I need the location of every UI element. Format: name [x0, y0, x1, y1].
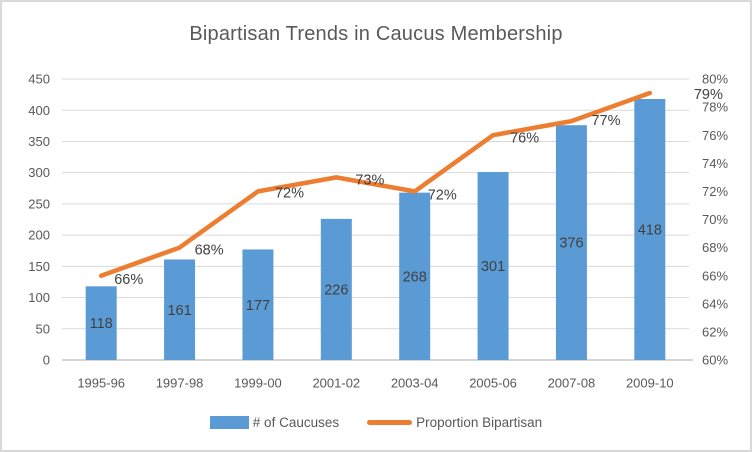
bar-value-label: 226 [324, 283, 348, 299]
left-axis-tick-label: 0 [43, 353, 50, 368]
right-axis-tick-label: 80% [702, 72, 728, 87]
bipartisan-line [98, 90, 653, 278]
right-axis-tick-label: 78% [702, 100, 728, 115]
bar-2001-02 [320, 218, 352, 360]
bar-1997-98 [164, 259, 196, 360]
right-axis-tick-label: 68% [702, 240, 728, 255]
chart-title: Bipartisan Trends in Caucus Membership [189, 23, 563, 45]
left-axis-tick-label: 200 [28, 228, 50, 243]
x-axis-category-label: 1997-98 [156, 376, 204, 391]
bar-value-label: 418 [638, 223, 662, 239]
bar-2009-10 [634, 98, 666, 360]
bar-2003-04 [399, 192, 431, 360]
line-value-label: 68% [195, 243, 224, 259]
right-axis-tick-label: 64% [702, 296, 728, 311]
x-axis-category-label: 2007-08 [548, 376, 596, 391]
x-axis-category-label: 2005-06 [469, 376, 517, 391]
left-axis-tick-label: 400 [28, 103, 50, 118]
bar-value-label: 268 [403, 269, 427, 285]
bar-1999-00 [242, 249, 274, 360]
line-value-label: 77% [591, 113, 620, 129]
x-axis-category-label: 2009-10 [626, 376, 674, 391]
bar-value-label: 118 [90, 316, 113, 332]
right-axis-tick-label: 74% [702, 156, 728, 171]
bar-value-label: 177 [246, 298, 270, 314]
bar-value-label: 161 [167, 303, 191, 319]
line-value-label: 72% [428, 187, 457, 203]
left-axis-tick-label: 300 [28, 165, 50, 180]
legend-label-caucuses: # of Caucuses [252, 415, 340, 430]
right-axis-tick-label: 66% [702, 268, 728, 283]
bar-2005-06 [477, 172, 509, 360]
x-axis-category-label: 1995-96 [77, 376, 125, 391]
right-axis-tick-label: 70% [702, 212, 728, 227]
right-axis-tick-label: 72% [702, 184, 728, 199]
line-series-swatch-icon [367, 420, 413, 425]
line-value-label: 79% [694, 87, 723, 103]
left-axis-tick-label: 450 [28, 72, 50, 87]
bar-1995-96 [85, 286, 117, 360]
x-axis-category-label: 2001-02 [312, 376, 360, 391]
line-value-label: 72% [275, 185, 304, 201]
right-axis-tick-label: 76% [702, 128, 728, 143]
left-axis-tick-label: 350 [28, 134, 50, 149]
line-value-label: 73% [355, 172, 384, 188]
bar-series-swatch-icon [209, 416, 249, 429]
right-axis-tick-label: 60% [702, 353, 728, 368]
bar-value-label: 376 [559, 236, 583, 252]
legend-label-bipartisan: Proportion Bipartisan [416, 415, 543, 430]
left-axis-tick-label: 50 [36, 321, 50, 336]
left-axis-tick-label: 250 [28, 196, 50, 211]
legend-item-bipartisan: Proportion Bipartisan [367, 415, 542, 430]
line-value-label: 76% [510, 130, 539, 146]
x-axis-category-label: 1999-00 [234, 376, 282, 391]
right-axis-tick-label: 62% [702, 324, 728, 339]
bar-2007-08 [555, 125, 587, 360]
bar-value-label: 301 [481, 259, 505, 275]
line-value-label: 66% [114, 272, 143, 288]
left-axis-tick-label: 150 [28, 259, 50, 274]
left-axis-tick-label: 100 [28, 290, 50, 305]
x-axis-category-label: 2003-04 [391, 376, 439, 391]
legend: # of Caucuses Proportion Bipartisan [2, 415, 750, 430]
legend-item-caucuses: # of Caucuses [209, 415, 340, 430]
